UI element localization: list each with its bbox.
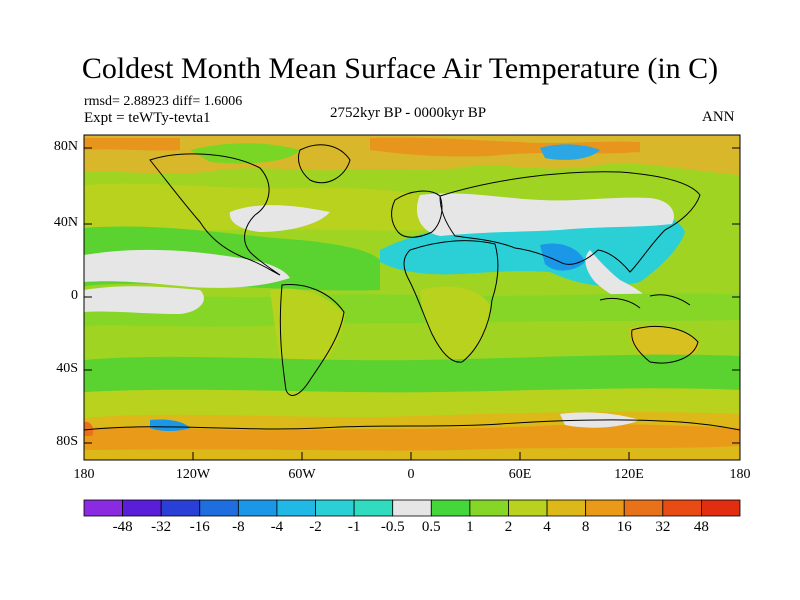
colorbar-swatch <box>701 499 741 517</box>
colorbar-swatch <box>160 499 201 517</box>
x-tick-label: 180 <box>729 467 751 482</box>
stats-text: rmsd= 2.88923 diff= 1.6006 <box>84 94 243 109</box>
colorbar-label: -48 <box>112 519 133 535</box>
colorbar-swatch <box>392 499 432 517</box>
x-tick-label: 60W <box>288 467 316 482</box>
colorbar-label: -16 <box>189 519 210 535</box>
colorbar-swatch <box>237 499 278 517</box>
colorbar-swatch <box>83 499 123 517</box>
x-tick-marks <box>83 452 741 460</box>
period-label: 2752kyr BP - 0000kyr BP <box>329 105 487 121</box>
colorbar <box>83 499 741 517</box>
y-tick-marks <box>84 147 740 444</box>
colorbar-swatch <box>585 499 625 517</box>
colorbar-swatch <box>276 499 316 517</box>
colorbar-label: 0.5 <box>421 519 441 535</box>
y-tick-label: 40N <box>53 215 78 230</box>
colorbar-swatch <box>469 499 509 517</box>
colorbar-label: 8 <box>581 519 590 535</box>
colorbar-label: -0.5 <box>380 519 405 535</box>
x-tick-label: 0 <box>407 467 415 482</box>
colorbar-label: -32 <box>151 519 172 535</box>
temperature-field <box>84 135 740 460</box>
colorbar-swatch <box>122 499 162 517</box>
colorbar-label: 1 <box>466 519 474 535</box>
x-tick-label: 180 <box>73 467 95 482</box>
colorbar-swatch <box>315 499 355 517</box>
colorbar-label: 16 <box>616 519 632 535</box>
colorbar-label: -1 <box>347 519 361 535</box>
colorbar-swatch <box>353 499 394 517</box>
colorbar-label: -4 <box>270 519 284 535</box>
colorbar-swatch <box>546 499 587 517</box>
y-tick-label: 80N <box>53 139 78 154</box>
colorbar-label: 32 <box>655 519 671 535</box>
colorbar-swatch <box>662 499 702 517</box>
map-title: Coldest Month Mean Surface Air Temperatu… <box>81 52 719 85</box>
colorbar-label: -8 <box>232 519 245 535</box>
colorbar-swatch <box>508 499 548 517</box>
colorbar-label: 48 <box>693 519 709 535</box>
colorbar-swatch <box>199 499 239 517</box>
x-tick-label: 120E <box>614 467 644 482</box>
experiment-label: Expt = teWTy-tevta1 <box>84 110 211 126</box>
y-tick-label: 40S <box>56 361 78 376</box>
x-tick-label: 120W <box>175 467 211 482</box>
y-tick-label: 80S <box>56 434 78 449</box>
colorbar-swatch <box>430 499 471 517</box>
season-label: ANN <box>702 109 735 125</box>
coastlines <box>84 144 740 431</box>
y-tick-label: 0 <box>71 288 78 303</box>
colorbar-label: 2 <box>504 519 513 535</box>
colorbar-label: -2 <box>309 519 322 535</box>
colorbar-label: 4 <box>543 519 551 535</box>
colorbar-swatch <box>623 499 664 517</box>
x-tick-label: 60E <box>508 467 532 482</box>
